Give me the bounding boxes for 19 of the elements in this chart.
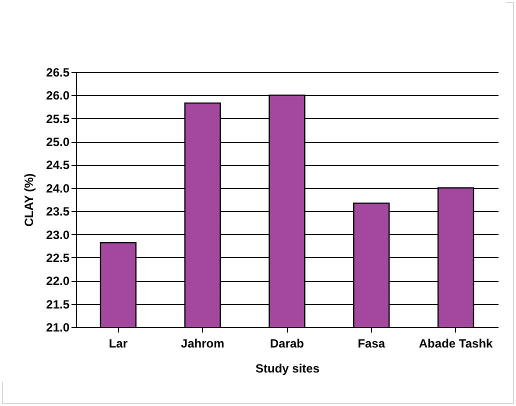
y-tick-label: 22.0 — [46, 274, 70, 288]
x-tick-label: Jahrom — [180, 336, 224, 350]
y-tick-label: 25.0 — [46, 135, 70, 150]
y-axis-title: CLAY (%) — [22, 173, 36, 227]
x-axis-title: Study sites — [255, 362, 320, 376]
y-tick-label: 24.5 — [46, 158, 70, 172]
x-tick-label: Abade Tashk — [418, 336, 494, 350]
x-tick-label: Fasa — [358, 336, 386, 350]
y-tick-label: 26.0 — [46, 88, 70, 103]
y-tick-label: 26.5 — [46, 66, 70, 80]
y-tick-label: 21.5 — [46, 297, 70, 312]
y-tick-label: 22.5 — [46, 250, 70, 265]
x-tick-label: Darab — [270, 336, 304, 350]
y-tick-label: 25.5 — [46, 112, 70, 126]
x-tick-label: Lar — [108, 336, 128, 350]
y-tick-label: 23.5 — [46, 204, 70, 219]
y-tick-label: 24.0 — [46, 181, 70, 196]
y-tick-label: 23.0 — [46, 228, 70, 242]
y-tick-label: 21.0 — [46, 320, 70, 334]
